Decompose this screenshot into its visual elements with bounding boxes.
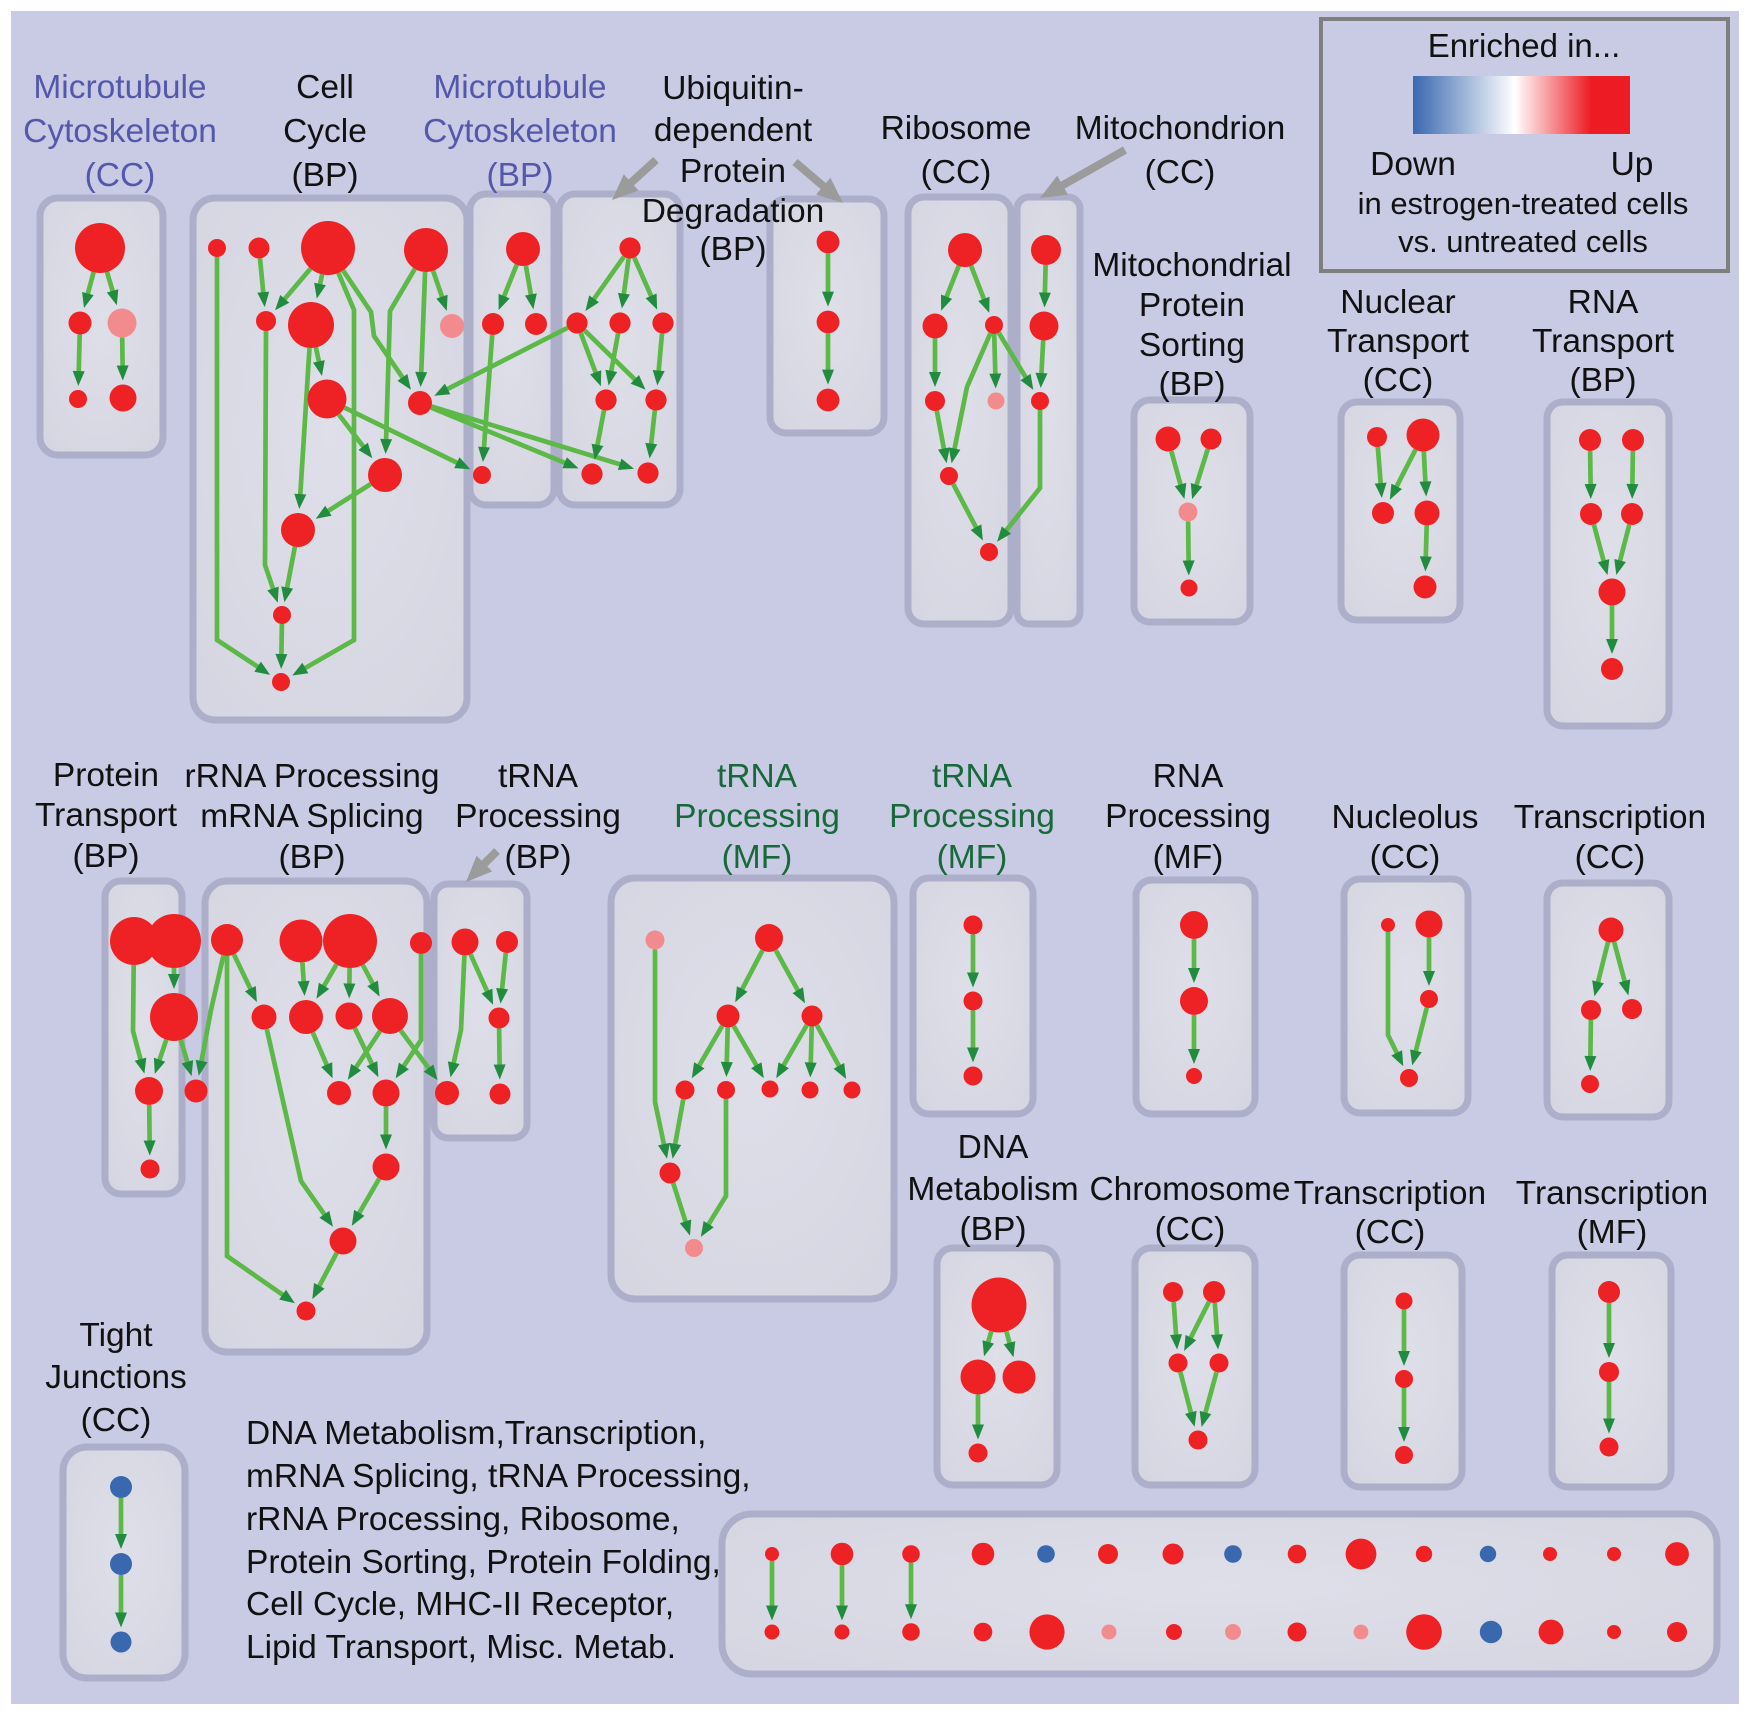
svg-text:Processing: Processing [889,798,1055,835]
svg-text:(CC): (CC) [1155,1211,1226,1248]
svg-text:(CC): (CC) [1145,154,1216,191]
svg-text:Cell Cycle, MHC-II Receptor,: Cell Cycle, MHC-II Receptor, [246,1586,674,1623]
svg-text:(CC): (CC) [81,1402,152,1439]
svg-text:(CC): (CC) [1363,362,1434,399]
svg-text:Down: Down [1370,146,1456,183]
svg-text:RNA: RNA [1568,284,1639,321]
svg-text:RNA: RNA [1153,758,1224,795]
svg-text:Processing: Processing [1105,798,1271,835]
svg-text:(BP): (BP) [960,1211,1027,1248]
svg-text:Metabolism: Metabolism [907,1171,1078,1208]
svg-text:rRNA Processing, Ribosome,: rRNA Processing, Ribosome, [246,1501,680,1538]
svg-text:(BP): (BP) [73,838,140,875]
svg-text:(CC): (CC) [85,157,156,194]
svg-text:Ribosome: Ribosome [881,110,1032,147]
svg-text:Processing: Processing [674,798,840,835]
svg-text:Microtubule: Microtubule [33,69,206,106]
svg-text:(CC): (CC) [921,154,992,191]
svg-text:DNA Metabolism,Transcription,: DNA Metabolism,Transcription, [246,1415,706,1452]
svg-text:Protein Sorting, Protein Foldi: Protein Sorting, Protein Folding, [246,1544,721,1581]
svg-text:Cytoskeleton: Cytoskeleton [423,113,617,150]
svg-text:Protein: Protein [53,757,159,794]
svg-text:(BP): (BP) [292,157,359,194]
svg-text:Transport: Transport [1327,323,1470,360]
svg-text:Protein: Protein [680,153,786,190]
svg-text:tRNA: tRNA [498,758,579,795]
svg-text:Mitochondrial: Mitochondrial [1092,247,1291,284]
svg-text:in estrogen-treated cells: in estrogen-treated cells [1358,186,1689,221]
svg-text:Lipid Transport, Misc. Metab.: Lipid Transport, Misc. Metab. [246,1629,676,1666]
svg-text:Sorting: Sorting [1139,327,1245,364]
svg-text:(BP): (BP) [279,839,346,876]
svg-text:(MF): (MF) [1577,1214,1648,1251]
svg-text:(BP): (BP) [700,231,767,268]
svg-text:Mitochondrion: Mitochondrion [1075,110,1285,147]
svg-text:Transcription: Transcription [1294,1175,1486,1212]
svg-text:(MF): (MF) [722,839,793,876]
svg-text:(BP): (BP) [1570,362,1637,399]
svg-text:dependent: dependent [654,112,813,149]
svg-text:Processing: Processing [455,798,621,835]
svg-text:tRNA: tRNA [717,758,798,795]
svg-text:Degradation: Degradation [642,193,825,230]
svg-text:Up: Up [1611,146,1654,183]
svg-text:Cell: Cell [296,69,354,106]
svg-text:(CC): (CC) [1370,839,1441,876]
svg-text:Transcription: Transcription [1516,1175,1708,1212]
svg-text:Microtubule: Microtubule [433,69,606,106]
svg-text:Protein: Protein [1139,287,1245,324]
svg-text:mRNA Splicing: mRNA Splicing [200,798,423,835]
svg-text:Transport: Transport [1532,323,1675,360]
svg-text:Chromosome: Chromosome [1089,1171,1290,1208]
svg-text:(BP): (BP) [505,839,572,876]
svg-text:Nuclear: Nuclear [1340,284,1455,321]
svg-text:rRNA Processing: rRNA Processing [184,758,439,795]
svg-text:Cycle: Cycle [283,113,367,150]
svg-text:(CC): (CC) [1575,839,1646,876]
svg-text:Enriched in...: Enriched in... [1428,27,1621,64]
svg-text:Cytoskeleton: Cytoskeleton [23,113,217,150]
svg-text:(BP): (BP) [487,157,554,194]
svg-text:Junctions: Junctions [45,1359,187,1396]
svg-text:Ubiquitin-: Ubiquitin- [662,70,804,107]
svg-text:(MF): (MF) [1153,839,1224,876]
svg-text:tRNA: tRNA [932,758,1013,795]
svg-text:(BP): (BP) [1159,366,1226,403]
svg-text:Tight: Tight [79,1317,153,1354]
svg-text:DNA: DNA [958,1129,1029,1166]
svg-text:Nucleolus: Nucleolus [1331,799,1478,836]
svg-text:Transport: Transport [35,797,178,834]
svg-text:Transcription: Transcription [1514,799,1706,836]
svg-text:(CC): (CC) [1355,1214,1426,1251]
svg-text:mRNA Splicing, tRNA Processing: mRNA Splicing, tRNA Processing, [246,1458,751,1495]
svg-text:vs. untreated cells: vs. untreated cells [1398,224,1648,259]
svg-text:(MF): (MF) [937,839,1008,876]
